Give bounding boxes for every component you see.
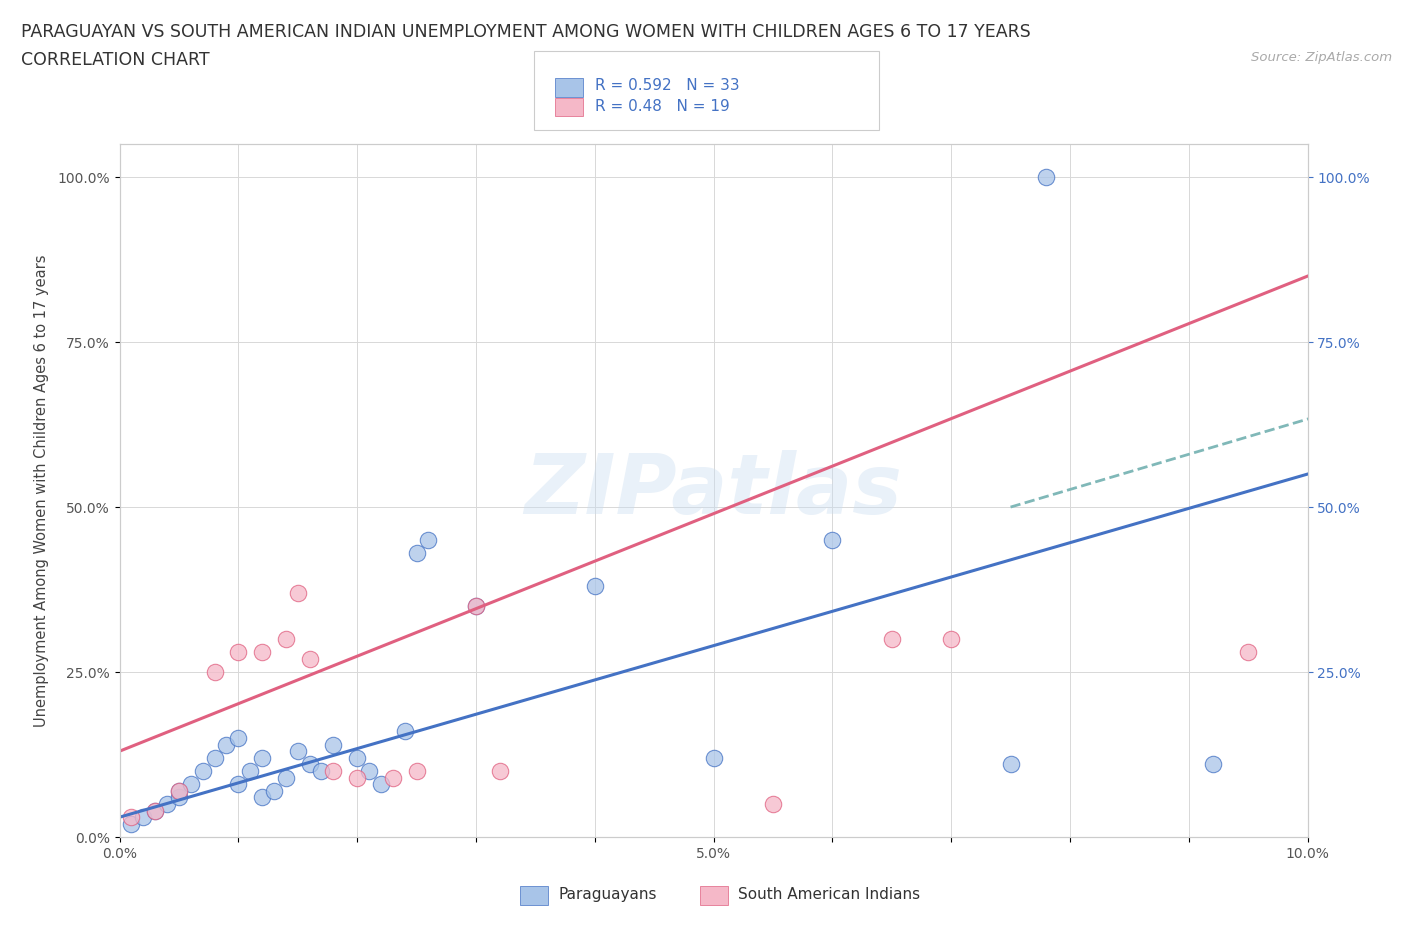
Point	[488, 764, 510, 778]
Point	[322, 737, 344, 752]
Point	[702, 751, 725, 765]
Point	[1201, 757, 1223, 772]
Point	[583, 578, 606, 593]
Text: PARAGUAYAN VS SOUTH AMERICAN INDIAN UNEMPLOYMENT AMONG WOMEN WITH CHILDREN AGES : PARAGUAYAN VS SOUTH AMERICAN INDIAN UNEM…	[21, 23, 1031, 41]
Text: R = 0.592   N = 33: R = 0.592 N = 33	[595, 78, 740, 93]
Point	[405, 764, 427, 778]
Point	[464, 599, 488, 614]
Point	[346, 770, 368, 785]
Point	[167, 783, 190, 798]
Point	[880, 631, 903, 646]
Text: CORRELATION CHART: CORRELATION CHART	[21, 51, 209, 69]
Point	[132, 810, 155, 825]
Point	[250, 644, 273, 659]
Point	[250, 790, 273, 804]
Y-axis label: Unemployment Among Women with Children Ages 6 to 17 years: Unemployment Among Women with Children A…	[34, 254, 49, 727]
Point	[939, 631, 962, 646]
Point	[357, 764, 380, 778]
Point	[1237, 644, 1260, 659]
Point	[762, 797, 785, 812]
Text: Source: ZipAtlas.com: Source: ZipAtlas.com	[1251, 51, 1392, 64]
Text: South American Indians: South American Indians	[738, 887, 921, 902]
Point	[120, 817, 142, 831]
Point	[204, 665, 226, 680]
Point	[228, 777, 250, 791]
Point	[263, 783, 285, 798]
Point	[156, 797, 179, 812]
Point	[167, 790, 190, 804]
Point	[180, 777, 202, 791]
Text: ZIPatlas: ZIPatlas	[524, 450, 903, 531]
Point	[239, 764, 262, 778]
Point	[287, 744, 309, 759]
Point	[143, 804, 166, 818]
Text: R = 0.48   N = 19: R = 0.48 N = 19	[595, 100, 730, 114]
Point	[274, 770, 297, 785]
Point	[370, 777, 392, 791]
Point	[191, 764, 214, 778]
Point	[167, 783, 190, 798]
Point	[381, 770, 404, 785]
Point	[298, 757, 321, 772]
Point	[228, 731, 250, 746]
Point	[287, 585, 309, 600]
Point	[274, 631, 297, 646]
Point	[394, 724, 416, 738]
Point	[120, 810, 142, 825]
Point	[464, 599, 488, 614]
Point	[204, 751, 226, 765]
Point	[1000, 757, 1022, 772]
Point	[215, 737, 238, 752]
Point	[405, 546, 427, 561]
Point	[821, 533, 844, 548]
Point	[250, 751, 273, 765]
Point	[346, 751, 368, 765]
Point	[228, 644, 250, 659]
Point	[298, 651, 321, 666]
Text: Paraguayans: Paraguayans	[558, 887, 657, 902]
Point	[143, 804, 166, 818]
Point	[1035, 169, 1057, 184]
Point	[418, 533, 440, 548]
Point	[311, 764, 333, 778]
Point	[322, 764, 344, 778]
